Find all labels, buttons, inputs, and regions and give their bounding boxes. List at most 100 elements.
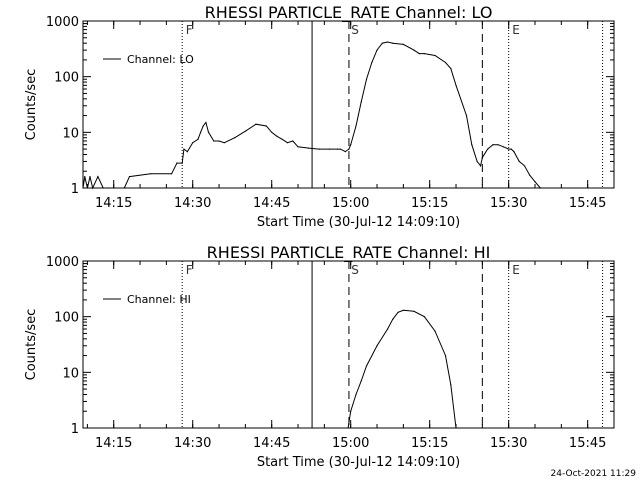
data-point bbox=[510, 148, 512, 150]
data-point bbox=[308, 147, 310, 149]
x-tick-label: 14:30 bbox=[174, 436, 211, 451]
x-tick-label: 15:30 bbox=[490, 196, 527, 211]
data-point bbox=[508, 148, 510, 150]
chart-panel-1: RHESSI PARTICLE_RATE Channel: LO 1 10 100 10… bbox=[24, 3, 615, 230]
data-point bbox=[434, 330, 436, 332]
data-point bbox=[213, 140, 215, 142]
data-point bbox=[381, 42, 383, 44]
y-tick-label: 1000 bbox=[46, 255, 79, 270]
data-point bbox=[392, 42, 394, 44]
data-point bbox=[476, 160, 478, 162]
marker-e: E bbox=[512, 23, 520, 37]
data-point bbox=[207, 131, 210, 133]
data-point bbox=[413, 310, 415, 312]
chart-title: RHESSI PARTICLE_RATE Channel: LO bbox=[205, 3, 493, 23]
data-point bbox=[518, 160, 520, 162]
data-point bbox=[339, 148, 341, 150]
marker-e: E bbox=[512, 263, 520, 277]
y-tick-label: 10 bbox=[62, 366, 79, 381]
data-point bbox=[192, 142, 194, 144]
data-point bbox=[234, 137, 236, 139]
data-point bbox=[244, 130, 246, 132]
timestamp: 24-Oct-2021 11:29 bbox=[551, 469, 637, 479]
data-point bbox=[365, 78, 368, 80]
marker-s: S bbox=[351, 23, 359, 37]
data-point bbox=[348, 148, 350, 150]
data-point bbox=[444, 61, 447, 64]
x-tick-label: 15:00 bbox=[332, 436, 369, 451]
data-point bbox=[397, 311, 399, 313]
data-point bbox=[297, 146, 299, 148]
data-point bbox=[523, 165, 526, 167]
data-point bbox=[529, 174, 531, 176]
y-tick-label: 100 bbox=[54, 71, 79, 86]
data-point bbox=[86, 187, 88, 189]
data-point bbox=[329, 148, 331, 150]
x-tick-label: 15:45 bbox=[569, 436, 606, 451]
x-tick-label: 15:00 bbox=[332, 196, 369, 211]
x-tick-label: 14:30 bbox=[174, 196, 211, 211]
x-tick-label: 15:15 bbox=[411, 196, 448, 211]
data-point bbox=[150, 173, 152, 175]
data-point bbox=[492, 144, 494, 146]
data-point bbox=[318, 148, 320, 150]
x-tick-label: 14:15 bbox=[95, 436, 132, 451]
data-point bbox=[223, 142, 225, 144]
data-point bbox=[347, 427, 349, 429]
data-point bbox=[255, 123, 257, 125]
y-tick-label: 1 bbox=[71, 422, 79, 437]
x-tick-label: 15:15 bbox=[411, 436, 448, 451]
marker-s: S bbox=[351, 263, 359, 277]
data-point bbox=[450, 384, 452, 386]
data-point bbox=[218, 140, 220, 142]
data-point bbox=[350, 144, 352, 146]
data-point bbox=[113, 187, 115, 189]
data-point bbox=[350, 410, 352, 412]
data-point bbox=[534, 181, 536, 183]
legend-label: Channel: HI bbox=[127, 293, 191, 306]
x-tick-label: 15:30 bbox=[490, 436, 527, 451]
data-point bbox=[423, 316, 425, 318]
data-point bbox=[376, 49, 378, 51]
marker-f: F bbox=[186, 263, 193, 277]
data-point bbox=[200, 131, 202, 133]
data-point bbox=[387, 328, 389, 330]
data-point bbox=[418, 53, 420, 55]
data-point bbox=[176, 162, 178, 164]
data-point bbox=[336, 148, 339, 150]
data-point bbox=[371, 61, 373, 64]
data-point bbox=[387, 41, 389, 43]
marker-f: F bbox=[186, 23, 193, 37]
data-point bbox=[183, 148, 185, 150]
data-point bbox=[360, 380, 362, 382]
data-point bbox=[513, 151, 515, 153]
y-tick-label: 100 bbox=[54, 311, 79, 326]
data-point bbox=[402, 309, 404, 311]
data-point bbox=[497, 144, 499, 146]
data-point bbox=[434, 54, 436, 57]
data-point bbox=[265, 125, 267, 127]
data-point bbox=[392, 318, 394, 320]
chart-panel-2: RHESSI PARTICLE_RATE Channel: HI 1 10 100 10… bbox=[24, 243, 615, 470]
data-point bbox=[123, 187, 125, 189]
data-point bbox=[292, 140, 294, 142]
x-tick-label: 15:45 bbox=[569, 196, 606, 211]
y-axis-label: Counts/sec bbox=[24, 309, 39, 381]
data-point bbox=[286, 142, 289, 144]
data-point bbox=[205, 121, 207, 124]
y-tick-label: 1 bbox=[71, 182, 79, 197]
data-point bbox=[102, 187, 104, 189]
data-point bbox=[186, 151, 188, 153]
y-tick-label: 1000 bbox=[46, 15, 79, 30]
data-point bbox=[355, 393, 357, 396]
data-point bbox=[360, 101, 362, 103]
data-point bbox=[376, 345, 378, 347]
data-point bbox=[271, 131, 273, 133]
data-point bbox=[455, 84, 457, 86]
x-axis-label: Start Time (30-Jul-12 14:09:10) bbox=[257, 215, 460, 230]
data-point bbox=[202, 125, 204, 127]
x-tick-label: 14:45 bbox=[253, 196, 290, 211]
data-point bbox=[444, 355, 447, 357]
data-point bbox=[450, 67, 452, 70]
